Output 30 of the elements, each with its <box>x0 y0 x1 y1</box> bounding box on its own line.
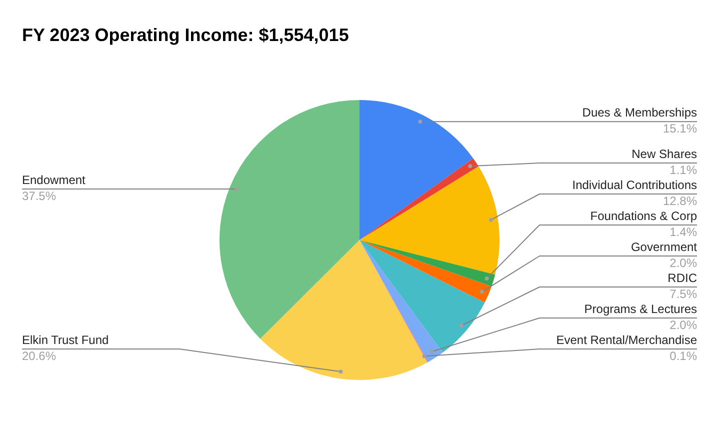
data-label: 12.8% <box>662 194 698 208</box>
data-label: 1.4% <box>670 225 698 239</box>
data-label: 2.0% <box>670 256 698 270</box>
pie-slice <box>360 158 479 240</box>
data-label: 20.6% <box>22 349 56 363</box>
pie-slice <box>360 100 474 240</box>
slice-label: New Shares <box>632 147 697 161</box>
pie-slice <box>360 240 485 353</box>
data-label: 15.1% <box>662 122 698 136</box>
data-label: 1.1% <box>670 163 698 177</box>
slice-label: RDIC <box>668 271 698 285</box>
data-label: 7.5% <box>670 287 698 301</box>
pie-slice <box>260 240 428 380</box>
data-label: 37.5% <box>22 188 56 203</box>
data-label: 0.1% <box>670 349 698 363</box>
slice-label: Programs & Lectures <box>584 302 697 316</box>
data-label: 2.0% <box>670 318 698 332</box>
pie-slice <box>360 240 492 303</box>
slice-label: Dues & Memberships <box>582 106 697 120</box>
pie-slice <box>360 240 443 362</box>
slice-label: Event Rental/Merchandise <box>556 333 698 347</box>
slice-label: Individual Contributions <box>572 178 697 192</box>
pie-slice <box>220 100 360 339</box>
chart-title: FY 2023 Operating Income: $1,554,015 <box>22 25 349 45</box>
pie-slice <box>360 240 496 286</box>
pie-slice <box>360 166 500 275</box>
slice-label: Endowment <box>22 172 86 187</box>
slice-label: Foundations & Corp <box>590 209 698 223</box>
slice-label: Elkin Trust Fund <box>22 333 109 347</box>
slice-label: Government <box>630 240 698 254</box>
